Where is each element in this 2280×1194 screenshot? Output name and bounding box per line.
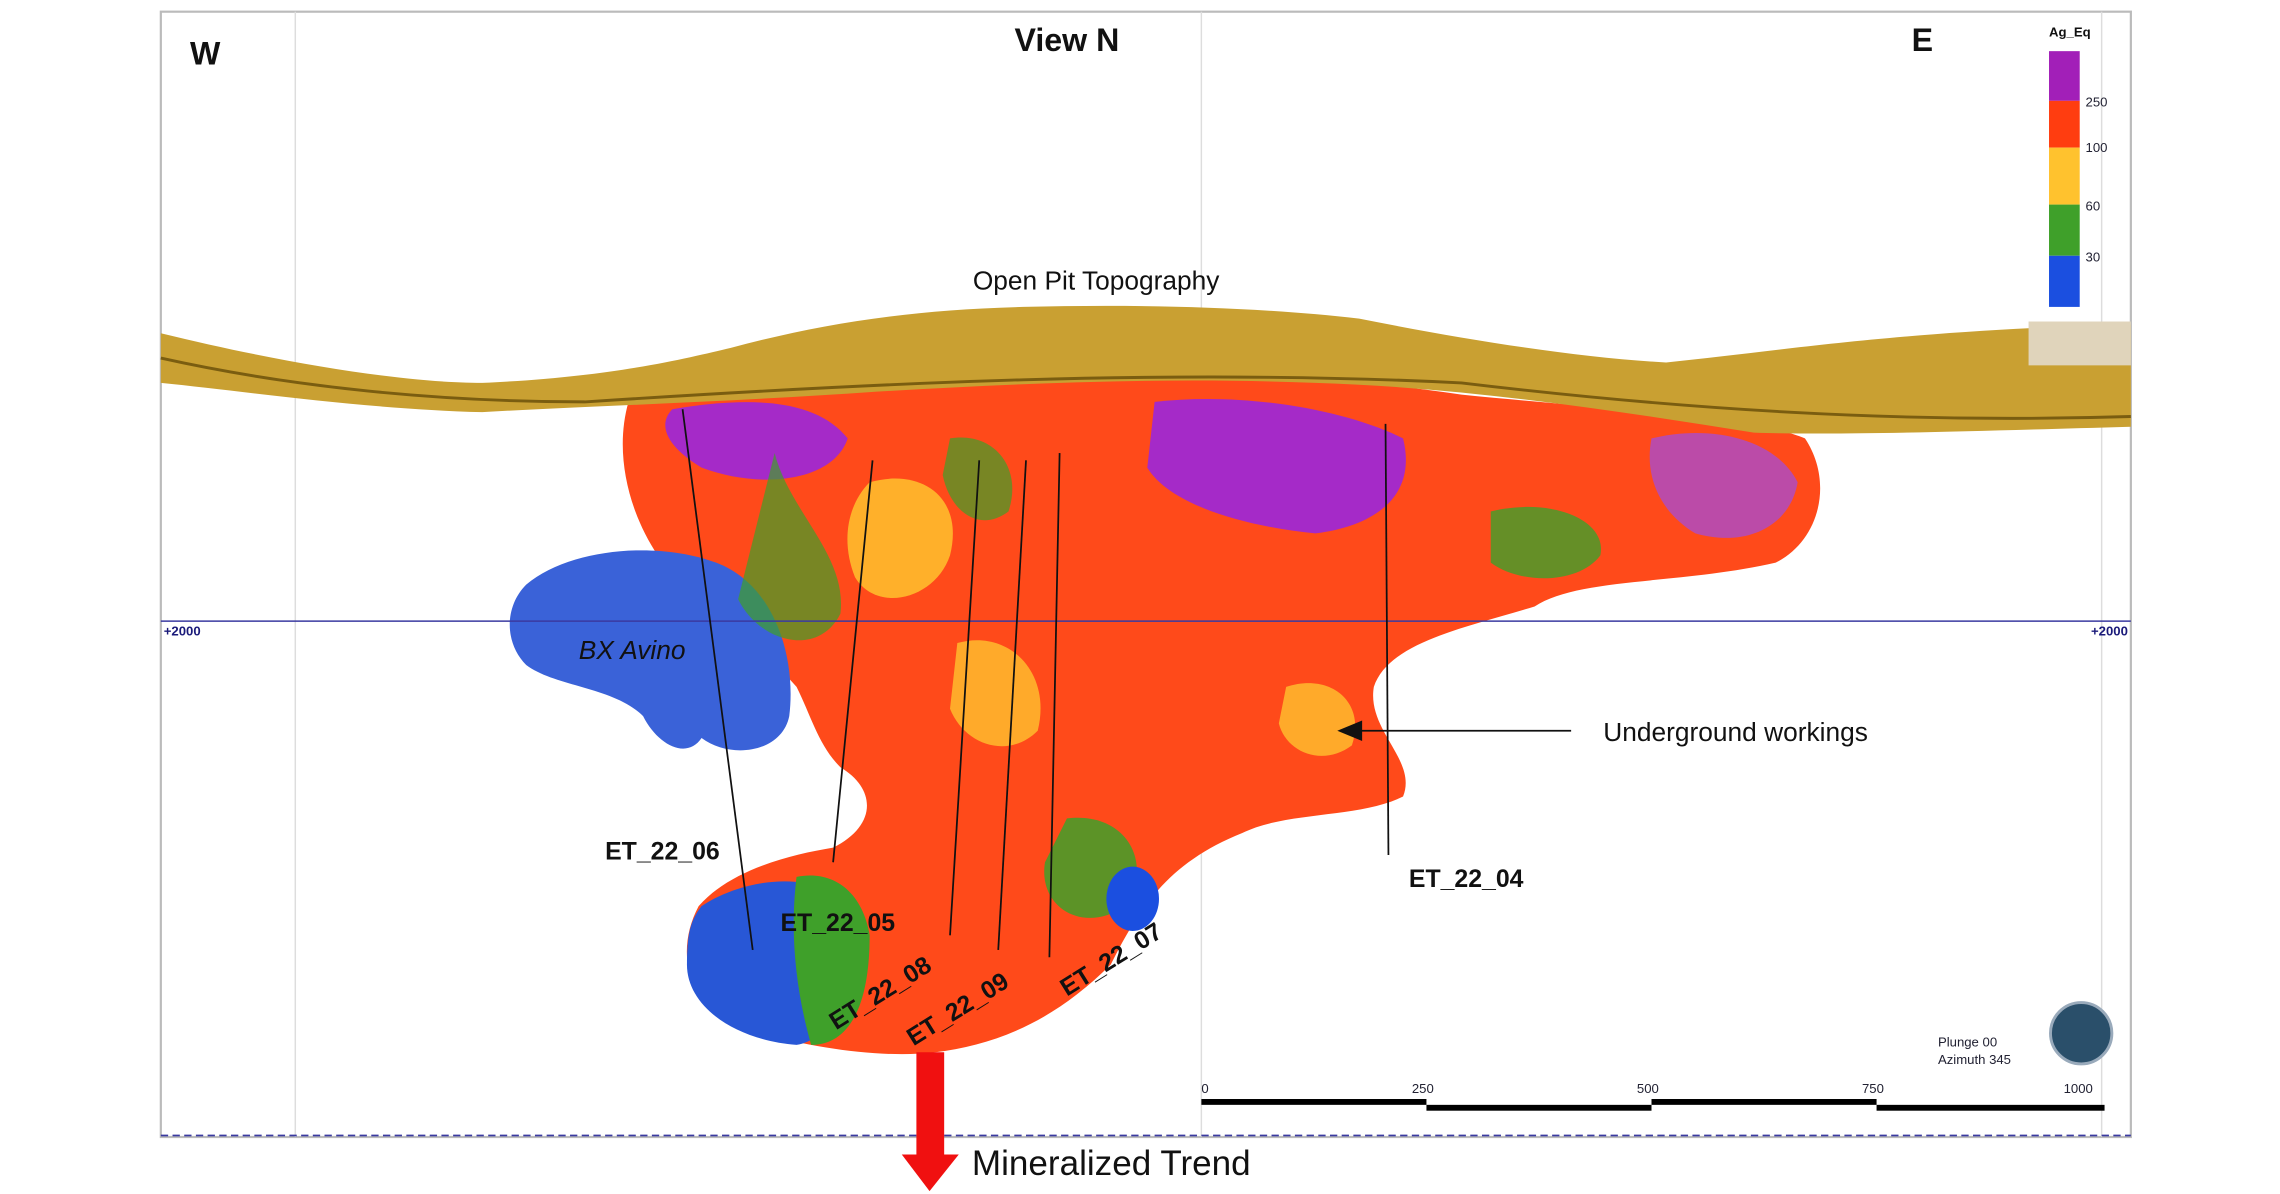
scale-label: 500 bbox=[1637, 1081, 1659, 1096]
scale-label: 250 bbox=[1412, 1081, 1434, 1096]
trend-label: Mineralized Trend bbox=[972, 1144, 1251, 1183]
drill-hole-label: ET_22_06 bbox=[605, 838, 720, 865]
west-label: W bbox=[190, 35, 221, 71]
title: View N bbox=[1015, 22, 1120, 58]
ore-body bbox=[509, 371, 1821, 1055]
drill-hole bbox=[832, 460, 874, 863]
view-info: Plunge 00 bbox=[1938, 1034, 1997, 1049]
legend-label: 30 bbox=[2086, 250, 2101, 265]
breccia-label: BX Avino bbox=[579, 635, 686, 665]
legend-swatch bbox=[2049, 255, 2080, 307]
legend-title: Ag_Eq bbox=[2049, 25, 2091, 40]
scale-label: 0 bbox=[1201, 1081, 1208, 1096]
topography-patch bbox=[2028, 321, 2131, 366]
legend-label: 60 bbox=[2086, 198, 2101, 213]
scale-label: 1000 bbox=[2064, 1081, 2093, 1096]
legend-swatch bbox=[2049, 204, 2080, 256]
pointer-head bbox=[1337, 720, 1363, 741]
legend-swatch bbox=[2049, 100, 2080, 148]
scale-segment bbox=[1426, 1104, 1652, 1111]
drill-hole bbox=[1048, 453, 1061, 958]
drill-holes bbox=[681, 409, 1390, 958]
scale-bar: 0 250 500 750 1000 bbox=[1201, 1081, 2105, 1111]
legend-swatch bbox=[2049, 147, 2080, 205]
logo bbox=[2049, 1001, 2114, 1066]
east-label: E bbox=[1912, 22, 1933, 58]
scale-segment bbox=[1651, 1099, 1877, 1105]
drill-hole bbox=[681, 409, 754, 951]
scale-label: 750 bbox=[1862, 1081, 1884, 1096]
scale-segment bbox=[1876, 1104, 2105, 1111]
legend: Ag_Eq 250 100 60 30 bbox=[2049, 25, 2107, 307]
drill-hole-label: ET_22_04 bbox=[1409, 866, 1524, 893]
legend-label: 250 bbox=[2086, 95, 2108, 110]
drill-hole bbox=[1384, 423, 1390, 855]
drill-hole-label: ET_22_05 bbox=[780, 910, 895, 937]
legend-swatch bbox=[2049, 51, 2080, 101]
scale-segment bbox=[1201, 1099, 1427, 1105]
legend-label: 100 bbox=[2086, 140, 2108, 155]
trend-arrow-head bbox=[901, 1154, 959, 1192]
topography-edge bbox=[160, 356, 2131, 420]
view-info: Azimuth 345 bbox=[1938, 1052, 2011, 1067]
elevation-label: +2000 bbox=[164, 624, 201, 639]
drill-hole bbox=[949, 460, 981, 936]
trend-arrow-shaft bbox=[916, 1052, 945, 1155]
topography-label: Open Pit Topography bbox=[973, 265, 1220, 295]
drill-hole bbox=[997, 460, 1027, 950]
workings-label: Underground workings bbox=[1603, 717, 1868, 747]
elevation-label: +2000 bbox=[2091, 624, 2128, 639]
